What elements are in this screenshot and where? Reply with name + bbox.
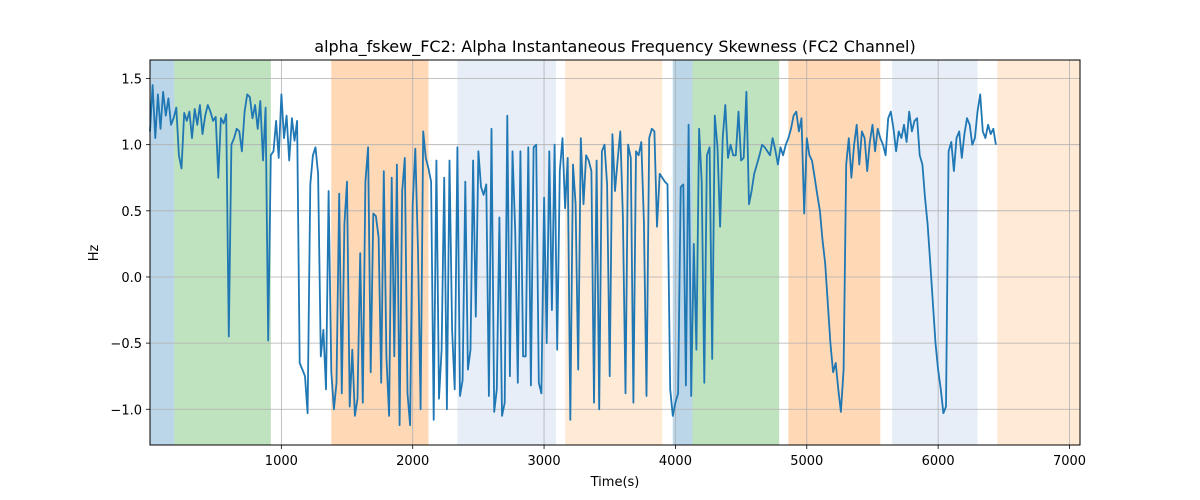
x-tick-label-4: 5000 (790, 454, 823, 469)
x-tick-label-3: 4000 (659, 454, 692, 469)
band-9 (997, 60, 1080, 445)
band-2 (331, 60, 429, 445)
x-tick-label-5: 6000 (922, 454, 955, 469)
y-tick-label-3: 0.5 (121, 205, 142, 220)
axes-ticks: 1000 2000 3000 4000 5000 6000 7000 −1.0 −0.5 0.0 0… (110, 73, 1086, 469)
y-tick-label-4: 1.0 (121, 139, 142, 154)
y-tick-label-5: 1.5 (121, 73, 142, 88)
band-6 (692, 60, 780, 445)
chart-title: alpha_fskew_FC2: Alpha Instantaneous Fre… (314, 37, 915, 57)
y-tick-label-0: −1.0 (110, 403, 142, 418)
x-tick-label-6: 7000 (1053, 454, 1086, 469)
plot-frame (149, 59, 1081, 446)
y-axis-label: Hz (87, 245, 102, 262)
x-tick-label-2: 3000 (528, 454, 561, 469)
series-line (149, 84, 997, 427)
y-tick-label-1: −0.5 (110, 337, 142, 352)
band-8 (892, 60, 978, 445)
x-tick-label-0: 1000 (265, 454, 298, 469)
x-tick-label-1: 2000 (396, 454, 429, 469)
band-7 (788, 60, 881, 445)
y-tick-label-2: 0.0 (121, 271, 142, 286)
plot-area (149, 84, 997, 427)
x-axis-label: Time(s) (590, 475, 640, 490)
